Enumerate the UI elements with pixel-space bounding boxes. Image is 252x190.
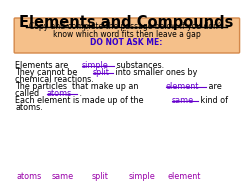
Text: simple: simple <box>128 172 154 181</box>
Text: split: split <box>91 172 108 181</box>
Text: split: split <box>92 68 109 77</box>
Text: .: . <box>77 89 82 98</box>
Text: are: are <box>205 82 220 91</box>
Text: atoms.: atoms. <box>15 103 43 112</box>
Text: know which word fits then leave a gap: know which word fits then leave a gap <box>52 30 200 39</box>
Text: chemical reactions.: chemical reactions. <box>15 75 93 84</box>
Text: substances.: substances. <box>113 61 163 70</box>
Text: element: element <box>165 82 198 91</box>
Text: element: element <box>167 172 200 181</box>
Text: Elements and Compounds: Elements and Compounds <box>19 15 233 30</box>
Text: atoms: atoms <box>17 172 42 181</box>
Text: Elements are: Elements are <box>15 61 71 70</box>
Text: Each element is made up of the: Each element is made up of the <box>15 96 145 105</box>
Text: called: called <box>15 89 42 98</box>
Text: atoms: atoms <box>47 89 72 98</box>
Text: into smaller ones by: into smaller ones by <box>112 68 196 77</box>
Text: They cannot be: They cannot be <box>15 68 80 77</box>
Text: same: same <box>51 172 73 181</box>
Text: kind of: kind of <box>198 96 228 105</box>
Text: simple: simple <box>81 61 108 70</box>
FancyBboxPatch shape <box>14 18 239 53</box>
Text: same: same <box>171 96 193 105</box>
Text: Copy and complete the passage below if you don’t: Copy and complete the passage below if y… <box>29 22 223 31</box>
Text: The particles  that make up an: The particles that make up an <box>15 82 140 91</box>
Text: DO NOT ASK ME:: DO NOT ASK ME: <box>90 38 162 47</box>
